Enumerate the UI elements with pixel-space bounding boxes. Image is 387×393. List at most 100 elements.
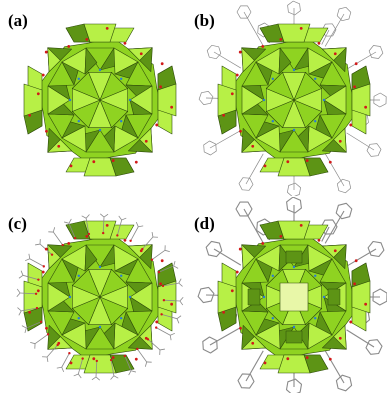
cluster-window bbox=[327, 288, 341, 306]
vertex-oxygen bbox=[41, 73, 45, 77]
ligand-bond bbox=[346, 132, 375, 151]
panel-label-d: (d) bbox=[194, 214, 215, 233]
ligand-branch bbox=[178, 282, 183, 287]
vertex-oxygen bbox=[364, 105, 368, 109]
phenyl-ring-icon bbox=[336, 6, 352, 22]
vertex-oxygen bbox=[160, 313, 163, 316]
corner-cap-face bbox=[241, 47, 255, 72]
ligand-bond bbox=[347, 248, 377, 267]
vertex-oxygen bbox=[235, 270, 239, 274]
vertex-metal bbox=[77, 317, 80, 320]
ligand-bond bbox=[21, 307, 38, 312]
ligand-bond bbox=[243, 11, 264, 47]
ligand-branch bbox=[144, 361, 148, 367]
ligand-branch bbox=[16, 292, 21, 298]
ligand-branch bbox=[178, 278, 182, 284]
vertex-oxygen bbox=[349, 123, 353, 127]
ligand-branch bbox=[95, 376, 101, 381]
vertex-metal bbox=[271, 77, 274, 80]
vertex-oxygen bbox=[261, 45, 265, 48]
ring-shadow bbox=[84, 47, 98, 75]
ligand-branch bbox=[81, 215, 87, 219]
vertex-oxygen bbox=[353, 282, 356, 286]
ligand-branch bbox=[130, 370, 136, 373]
corner-cap-face bbox=[47, 244, 61, 269]
ligand-branch bbox=[18, 310, 22, 316]
phenyl-ring-icon bbox=[286, 197, 302, 214]
ligand-branch bbox=[24, 258, 30, 262]
vertex-metal bbox=[314, 77, 317, 80]
cluster-window bbox=[247, 288, 261, 306]
phenyl-ring-icon bbox=[335, 202, 353, 220]
phenyl-ring-icon bbox=[237, 373, 255, 389]
lobe-face bbox=[23, 280, 43, 314]
vertex-oxygen bbox=[85, 38, 89, 41]
ligand-branch bbox=[173, 261, 176, 267]
vertex-oxygen bbox=[338, 139, 342, 143]
phenyl-ring-icon bbox=[320, 219, 338, 235]
ligand-bond bbox=[116, 219, 123, 236]
vertex-oxygen bbox=[136, 347, 139, 351]
vertex-metal bbox=[314, 317, 317, 320]
ligand-branch bbox=[91, 376, 97, 381]
lobe-face bbox=[83, 23, 117, 43]
vertex-oxygen bbox=[279, 38, 283, 41]
ligand-bond bbox=[110, 359, 115, 376]
ligand-branch bbox=[103, 213, 109, 218]
vertex-oxygen bbox=[155, 326, 158, 329]
vertex-oxygen bbox=[251, 341, 255, 345]
ligand-bond bbox=[61, 353, 70, 368]
vertex-oxygen bbox=[317, 41, 321, 45]
polyhedral-cluster-d bbox=[197, 197, 387, 393]
vertex-oxygen bbox=[235, 73, 239, 77]
ligand-bond bbox=[137, 348, 148, 363]
vertex-oxygen bbox=[162, 298, 166, 302]
vertex-metal bbox=[98, 265, 102, 269]
ligand-bond bbox=[46, 344, 58, 358]
vertex-oxygen bbox=[333, 249, 337, 253]
lobe-face bbox=[23, 83, 43, 117]
ligand-branch bbox=[173, 265, 179, 269]
phenyl-ring-icon bbox=[285, 378, 303, 393]
phenyl-ring-icon bbox=[205, 240, 223, 258]
vertex-metal bbox=[120, 120, 123, 123]
vertex-oxygen bbox=[57, 144, 61, 148]
vertex-oxygen bbox=[67, 242, 71, 245]
ligand-bond bbox=[324, 350, 345, 384]
vertex-oxygen bbox=[45, 129, 48, 133]
ligand-branch bbox=[52, 227, 56, 233]
vertex-metal bbox=[292, 325, 296, 329]
vertex-oxygen bbox=[333, 52, 337, 56]
ligand-bond bbox=[213, 51, 242, 69]
vertex-oxygen bbox=[353, 85, 356, 89]
vertex-oxygen bbox=[328, 160, 332, 164]
lobe-face bbox=[351, 83, 371, 117]
vertex-oxygen bbox=[85, 235, 89, 238]
ligand-bond bbox=[158, 265, 174, 273]
vertex-oxygen bbox=[139, 52, 143, 56]
ligand-branch bbox=[61, 367, 65, 373]
phenyl-ring-icon bbox=[366, 143, 382, 157]
lobe-face bbox=[157, 83, 177, 117]
ligand-bond bbox=[347, 51, 377, 69]
lobe-face bbox=[217, 280, 237, 314]
vertex-oxygen bbox=[123, 238, 127, 242]
ligand-bond bbox=[147, 339, 161, 351]
ring-shadow bbox=[278, 47, 292, 75]
vertex-oxygen bbox=[57, 341, 61, 345]
vertex-oxygen bbox=[28, 113, 32, 117]
cluster-window bbox=[285, 330, 303, 344]
ligand-branch bbox=[20, 270, 24, 276]
vertex-oxygen bbox=[116, 234, 119, 237]
lobe-face bbox=[351, 280, 371, 314]
ligand-bond bbox=[209, 130, 241, 149]
vertex-oxygen bbox=[263, 164, 267, 168]
phenyl-ring-icon bbox=[287, 182, 301, 196]
vertex-oxygen bbox=[68, 352, 71, 355]
ligand-bond bbox=[77, 358, 84, 375]
ligand-bond bbox=[245, 350, 264, 382]
vertex-oxygen bbox=[45, 326, 48, 330]
vertex-metal bbox=[271, 317, 274, 320]
panel-label-c: (c) bbox=[8, 214, 27, 233]
ligand-bond bbox=[22, 274, 39, 281]
